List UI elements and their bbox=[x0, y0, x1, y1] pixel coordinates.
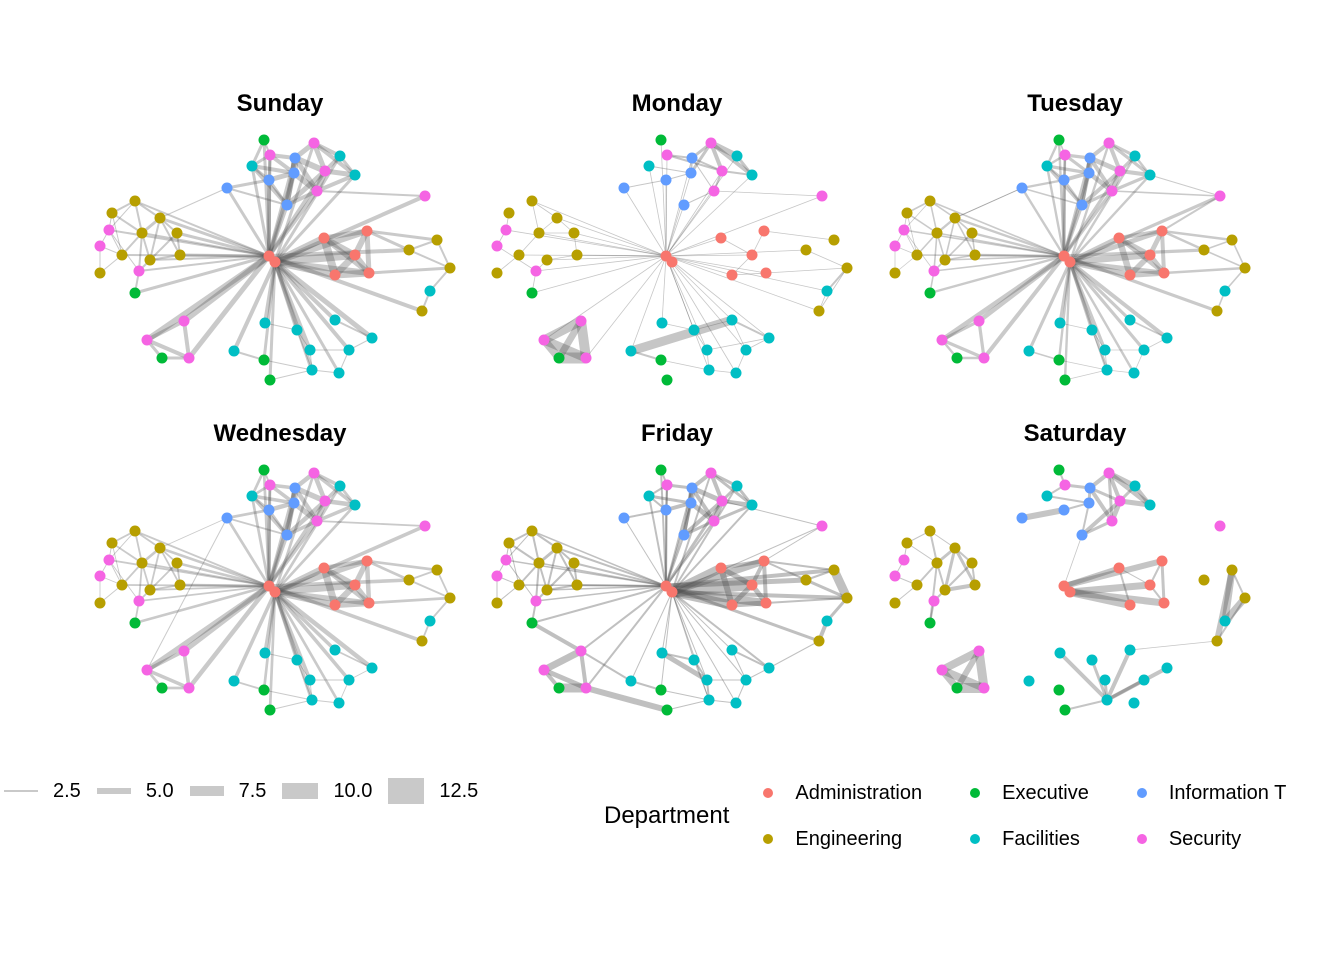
network-saturday bbox=[889, 464, 1251, 716]
facet-title-friday: Friday bbox=[640, 420, 714, 447]
width-label: 5.0 bbox=[145, 779, 174, 802]
information-technology-dot-icon bbox=[1136, 788, 1147, 798]
facet-wednesday: Wednesday bbox=[87, 415, 473, 745]
department-legend: Department Administration Engineering Ex… bbox=[604, 778, 1286, 854]
width-label: 2.5 bbox=[53, 779, 81, 802]
executive-dot-icon bbox=[970, 788, 981, 798]
engineering-dot-icon bbox=[763, 834, 774, 844]
legend-item-executive: Executive bbox=[970, 781, 1089, 804]
legend-item-information-technology: Information T bbox=[1136, 781, 1287, 804]
department-legend-title: Department bbox=[604, 802, 730, 829]
width-label: 12.5 bbox=[439, 779, 479, 802]
legend-item-facilities: Facilities bbox=[970, 827, 1089, 850]
legend-item-engineering: Engineering bbox=[763, 827, 922, 850]
width-key-10-0: 10.0 bbox=[282, 780, 372, 803]
width-swatch-icon bbox=[4, 790, 38, 792]
administration-dot-icon bbox=[763, 788, 774, 798]
legend-label: Administration bbox=[795, 781, 923, 804]
facet-title-wednesday: Wednesday bbox=[213, 420, 347, 447]
network-tuesday bbox=[889, 134, 1251, 386]
width-label: 10.0 bbox=[333, 779, 373, 802]
width-key-12-5: 12.5 bbox=[388, 778, 478, 804]
facet-sunday: Sunday bbox=[87, 85, 473, 415]
network-sunday bbox=[94, 134, 456, 386]
legend-label: Engineering bbox=[795, 827, 903, 850]
width-key-7-5: 7.5 bbox=[189, 779, 267, 803]
network-wednesday bbox=[94, 464, 456, 716]
facilities-dot-icon bbox=[970, 834, 981, 844]
width-swatch-icon bbox=[96, 788, 131, 794]
facet-monday: Monday bbox=[484, 85, 870, 415]
security-dot-icon bbox=[1136, 834, 1147, 844]
facet-title-saturday: Saturday bbox=[1023, 420, 1127, 447]
edge-width-legend: 2.5 5.0 7.5 10.0 12.5 bbox=[4, 778, 494, 804]
legend-label: Information T bbox=[1168, 781, 1287, 804]
legend-label: Executive bbox=[1002, 781, 1089, 804]
legend-label: Security bbox=[1168, 827, 1242, 850]
facet-title-sunday: Sunday bbox=[236, 90, 324, 117]
facet-tuesday: Tuesday bbox=[882, 85, 1268, 415]
facet-friday: Friday bbox=[484, 415, 870, 745]
legend-item-security: Security bbox=[1136, 827, 1286, 850]
facet-saturday: Saturday bbox=[882, 415, 1268, 745]
width-swatch-icon bbox=[189, 786, 224, 796]
width-key-5-0: 5.0 bbox=[96, 779, 174, 803]
facet-title-monday: Monday bbox=[631, 90, 723, 117]
legend-label: Facilities bbox=[1002, 827, 1080, 850]
department-legend-items: Administration Engineering Executive Fac… bbox=[763, 781, 1287, 850]
width-label: 7.5 bbox=[238, 779, 267, 802]
network-monday bbox=[491, 134, 853, 386]
width-swatch-icon bbox=[388, 778, 425, 804]
facet-title-tuesday: Tuesday bbox=[1027, 90, 1123, 117]
legend-item-administration: Administration bbox=[763, 781, 923, 804]
width-key-2-5: 2.5 bbox=[4, 780, 81, 803]
network-friday bbox=[491, 464, 853, 716]
width-swatch-icon bbox=[282, 783, 319, 799]
